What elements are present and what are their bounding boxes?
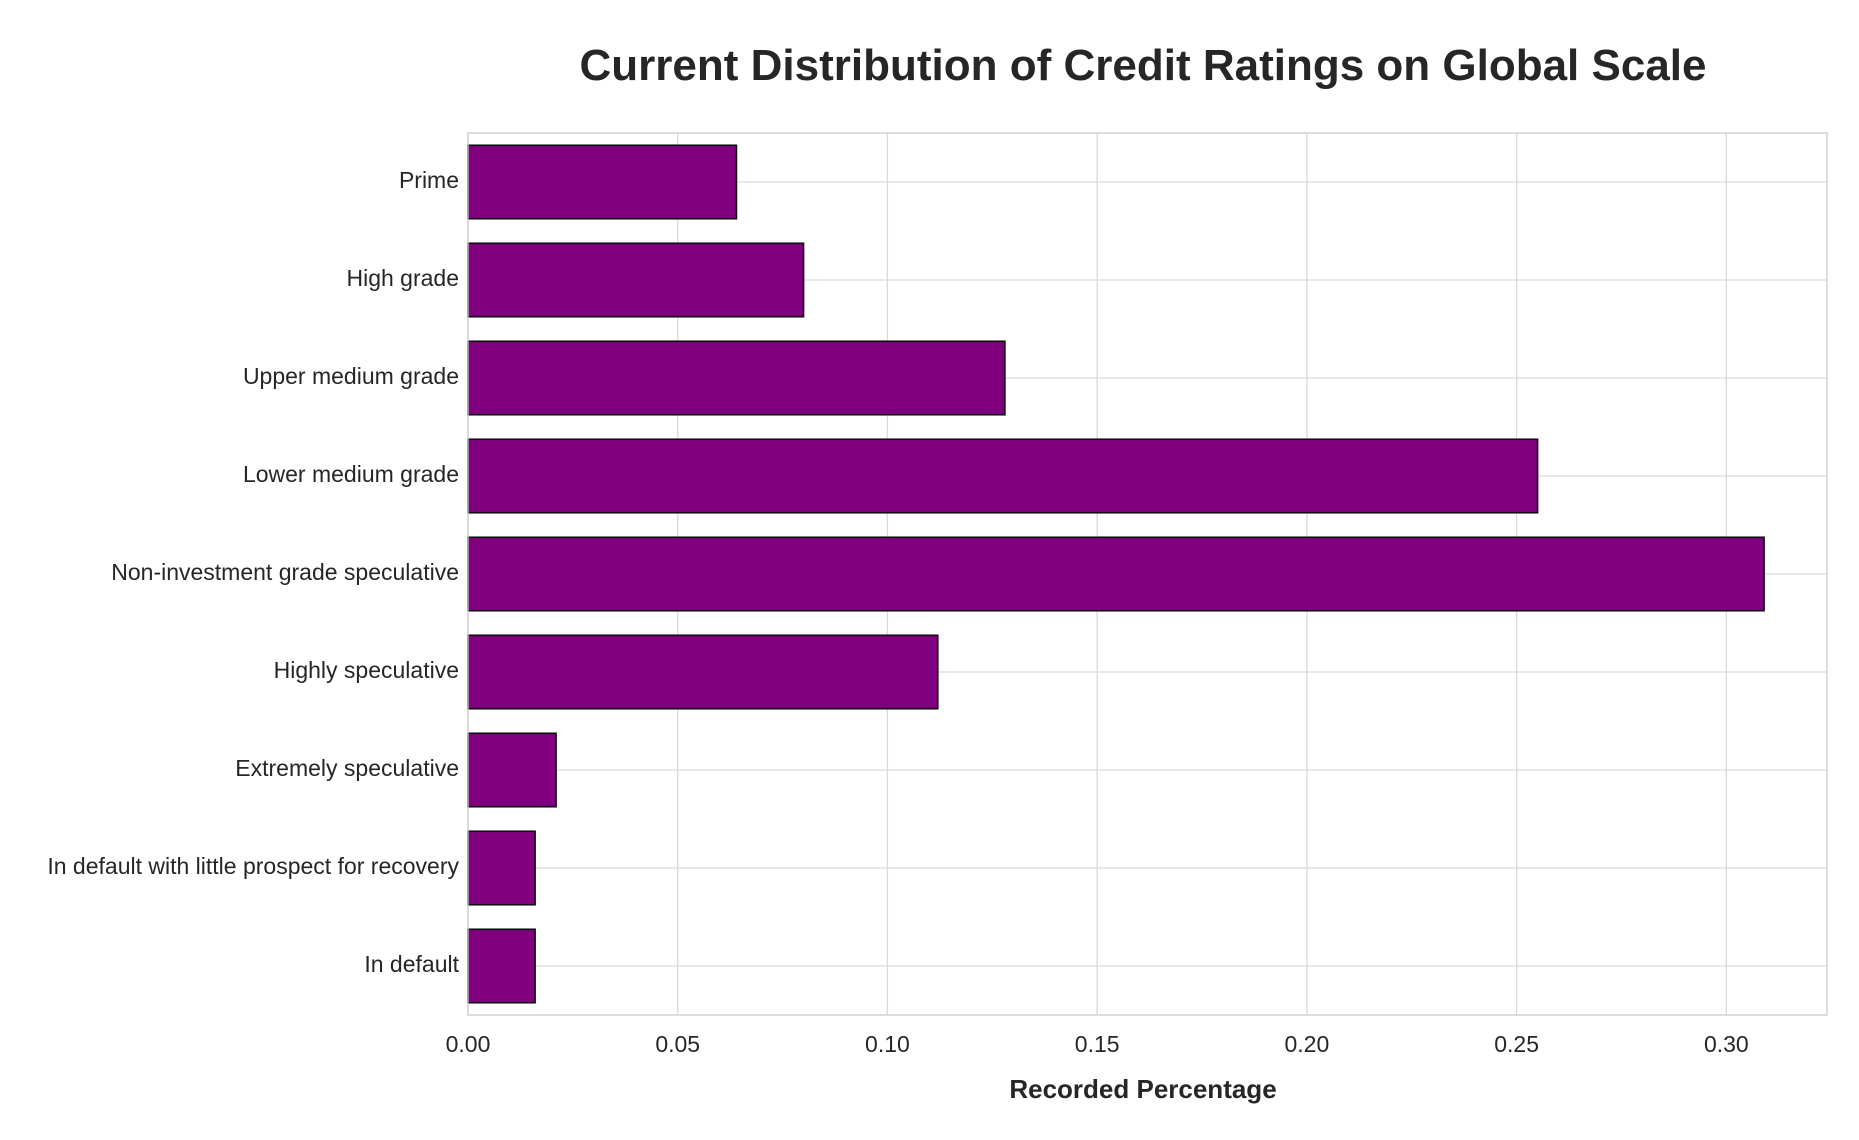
x-tick-label: 0.20 <box>1285 1031 1330 1057</box>
bar-in-default-with-little-prospect-for-recovery <box>467 830 536 906</box>
x-tick-label: 0.15 <box>1075 1031 1120 1057</box>
x-tick-label: 0.00 <box>446 1031 491 1057</box>
x-tick-label: 0.05 <box>655 1031 700 1057</box>
y-tick-label: Upper medium grade <box>243 363 459 389</box>
bar-in-default <box>467 928 536 1004</box>
y-tick-label: Non-investment grade speculative <box>111 559 459 585</box>
bar-high-grade <box>467 242 805 318</box>
bars <box>467 144 1765 1004</box>
x-tick-label: 0.30 <box>1704 1031 1749 1057</box>
bar-prime <box>467 144 738 220</box>
y-tick-label: Highly speculative <box>274 657 459 683</box>
y-tick-label: Lower medium grade <box>243 461 459 487</box>
y-tick-label: Prime <box>399 167 459 193</box>
chart-title: Current Distribution of Credit Ratings o… <box>580 41 1707 90</box>
plot-frame <box>467 132 1828 1016</box>
y-tick-label: High grade <box>346 265 459 291</box>
x-axis-label: Recorded Percentage <box>1009 1074 1276 1104</box>
bar-extremely-speculative <box>467 732 557 808</box>
y-tick-label: Extremely speculative <box>235 755 459 781</box>
bar-highly-speculative <box>467 634 939 710</box>
y-tick-labels: Prime High grade Upper medium grade Lower m… <box>47 167 459 977</box>
x-tick-label: 0.25 <box>1494 1031 1539 1057</box>
x-tick-label: 0.10 <box>865 1031 910 1057</box>
y-tick-label: In default <box>364 951 459 977</box>
bar-lower-medium-grade <box>467 438 1539 514</box>
bar-upper-medium-grade <box>467 340 1006 416</box>
bar-non-investment-grade-speculative <box>467 536 1765 612</box>
y-tick-label: In default with little prospect for reco… <box>47 853 459 879</box>
x-tick-labels: 0.00 0.05 0.10 0.15 0.20 0.25 0.30 <box>446 1031 1749 1057</box>
